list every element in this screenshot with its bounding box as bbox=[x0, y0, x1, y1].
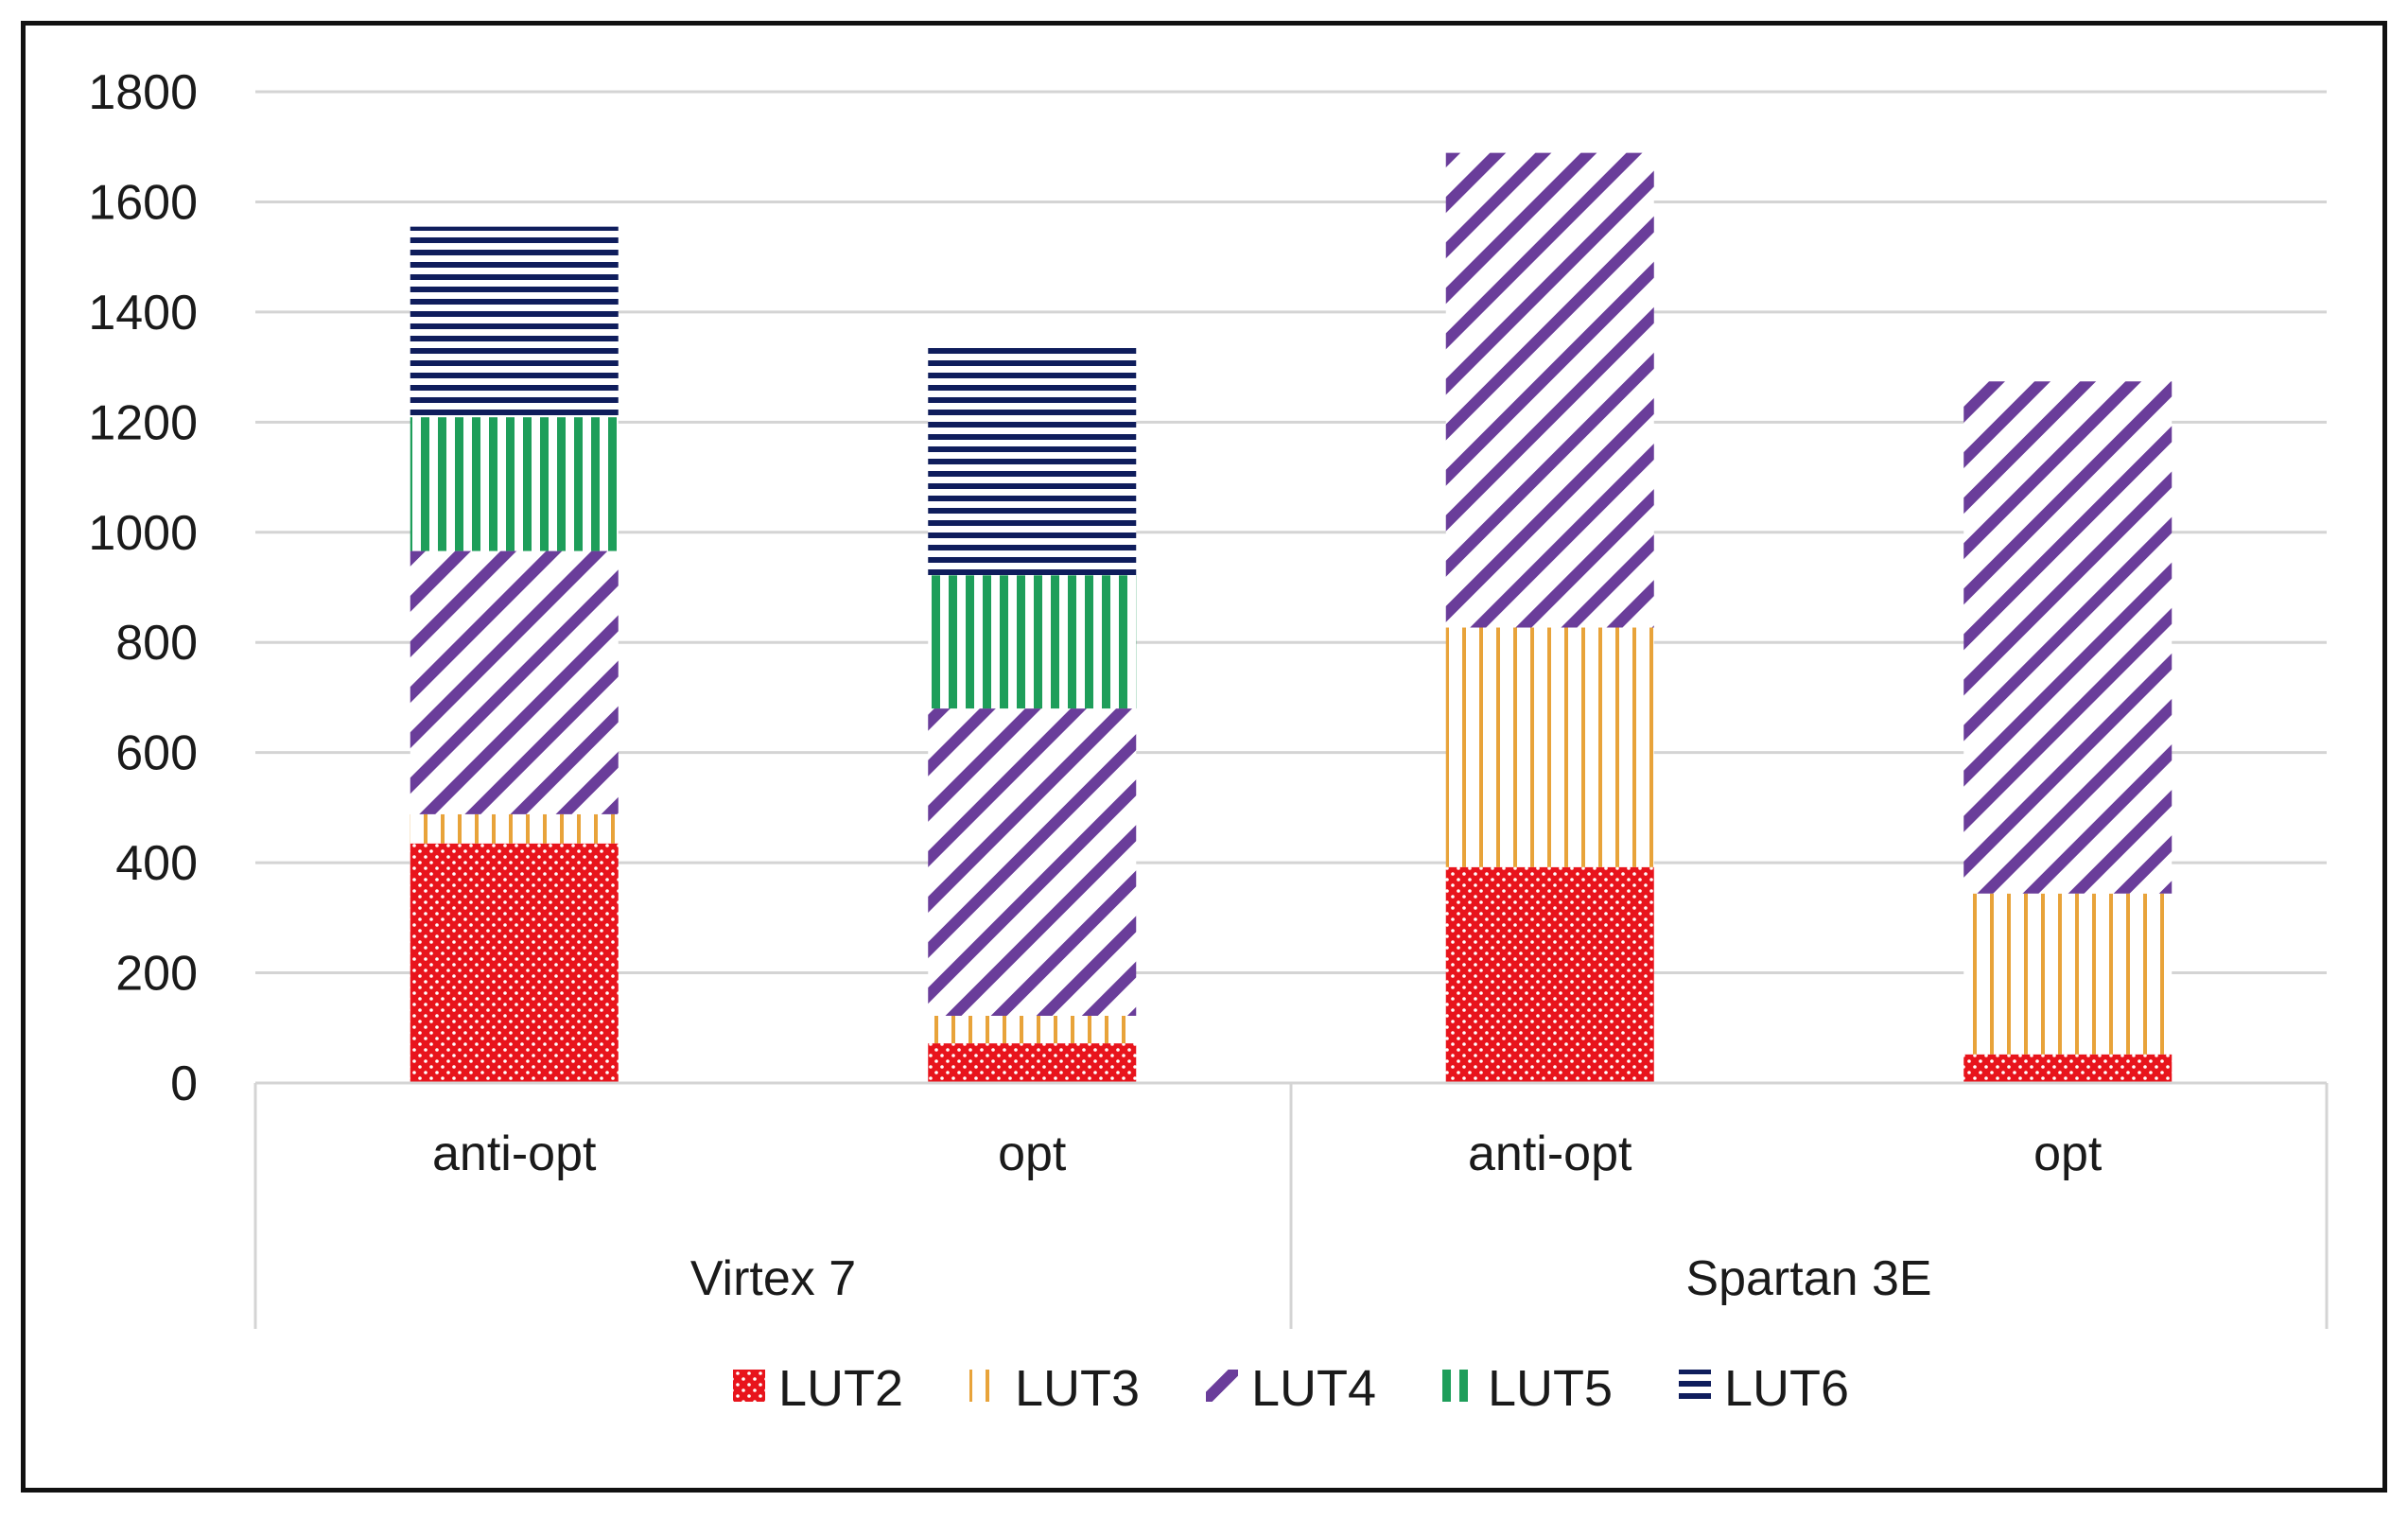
x-tick-label: opt bbox=[2033, 1126, 2103, 1181]
y-tick-label: 600 bbox=[115, 726, 198, 781]
bar-segment-lut4 bbox=[410, 550, 619, 814]
y-tick-label: 800 bbox=[115, 616, 198, 671]
x-tick-label: opt bbox=[998, 1126, 1067, 1181]
legend-swatch-lut3 bbox=[969, 1370, 1002, 1402]
y-tick-label: 400 bbox=[115, 836, 198, 891]
bar-segment-lut4 bbox=[928, 708, 1137, 1016]
stacked-bar-chart: 0 200 400 600 800 1000 1200 1400 1600 1800 anti-o… bbox=[88, 65, 2329, 1417]
x-tick-label: anti-opt bbox=[432, 1126, 597, 1181]
bar-segment-lut3 bbox=[1445, 627, 1654, 867]
bar-segment-lut2 bbox=[1445, 866, 1654, 1083]
bar-segment-lut2 bbox=[410, 843, 619, 1083]
group-label: Virtex 7 bbox=[690, 1251, 856, 1306]
y-tick-label: 1800 bbox=[88, 65, 198, 120]
legend-label: LUT4 bbox=[1251, 1360, 1376, 1417]
y-tick-label: 1000 bbox=[88, 506, 198, 561]
bar-segment-lut3 bbox=[410, 813, 619, 844]
category-axis: anti-opt opt anti-opt opt Virtex 7 Spartan 3E bbox=[253, 1081, 2329, 1329]
legend-swatch-lut4 bbox=[1206, 1370, 1238, 1402]
group-label: Spartan 3E bbox=[1685, 1251, 1931, 1306]
bars bbox=[410, 152, 2172, 1083]
y-tick-label: 1200 bbox=[88, 395, 198, 450]
y-tick-label: 1400 bbox=[88, 286, 198, 340]
legend-swatch-lut2 bbox=[733, 1370, 765, 1402]
legend-label: LUT2 bbox=[778, 1360, 903, 1417]
bar-segment-lut6 bbox=[928, 347, 1137, 576]
legend-swatch-lut6 bbox=[1679, 1370, 1711, 1402]
y-tick-label: 200 bbox=[115, 947, 198, 1002]
bar-segment-lut3 bbox=[1963, 893, 2172, 1055]
legend: LUT2 LUT3 LUT4 LUT5 LUT6 bbox=[733, 1360, 1849, 1417]
legend-label: LUT6 bbox=[1724, 1360, 1849, 1417]
y-tick-label: 1600 bbox=[88, 175, 198, 230]
bar-segment-lut4 bbox=[1963, 381, 2172, 894]
legend-swatch-lut5 bbox=[1442, 1370, 1474, 1402]
bar-segment-lut5 bbox=[928, 575, 1137, 709]
bar-segment-lut4 bbox=[1445, 152, 1654, 628]
y-axis-ticks: 0 200 400 600 800 1000 1200 1400 1600 1800 bbox=[88, 65, 198, 1111]
bar-segment-lut2 bbox=[928, 1043, 1137, 1083]
bar-segment-lut2 bbox=[1963, 1054, 2172, 1083]
y-tick-label: 0 bbox=[170, 1056, 198, 1111]
legend-label: LUT5 bbox=[1488, 1360, 1613, 1417]
bar-segment-lut5 bbox=[410, 417, 619, 551]
chart-frame: 0 200 400 600 800 1000 1200 1400 1600 1800 anti-o… bbox=[21, 21, 2387, 1493]
bar-segment-lut3 bbox=[928, 1015, 1137, 1044]
x-tick-label: anti-opt bbox=[1468, 1126, 1632, 1181]
legend-label: LUT3 bbox=[1015, 1360, 1140, 1417]
bar-segment-lut6 bbox=[410, 226, 619, 418]
